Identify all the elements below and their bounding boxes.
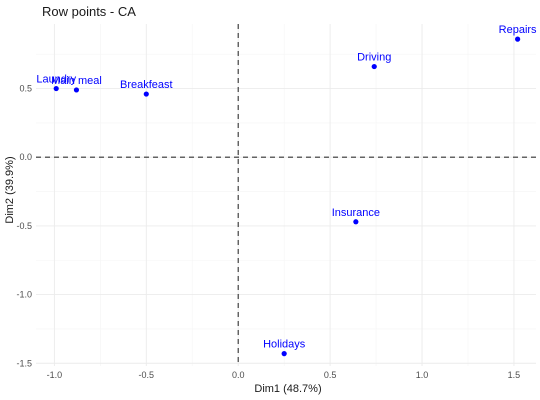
point-marker-insurance: [353, 219, 359, 225]
point-main-meal: Main meal: [51, 75, 102, 93]
point-marker-breakfeast: [143, 91, 149, 97]
x-tick-label: 1.5: [508, 370, 521, 380]
point-holidays: Holidays: [263, 339, 306, 357]
y-tick-label: 0.0: [19, 152, 32, 162]
point-laundry: Laundry: [36, 74, 77, 92]
point-insurance: Insurance: [332, 207, 380, 225]
x-tick-label: -1.0: [47, 370, 63, 380]
point-label-insurance: Insurance: [332, 207, 380, 219]
x-tick-label: 0.5: [324, 370, 337, 380]
y-tick-label: -1.5: [16, 358, 32, 368]
y-tick-label: -0.5: [16, 221, 32, 231]
point-marker-laundry: [53, 85, 59, 92]
point-label-driving: Driving: [357, 52, 391, 64]
y-tick-label: 0.5: [19, 84, 32, 94]
x-axis-title: Dim1 (48.7%): [254, 383, 321, 395]
y-axis-title: Dim2 (39.9%): [4, 156, 16, 223]
y-tick-label: -1.0: [16, 290, 32, 300]
point-label-repairs: Repairs: [499, 24, 537, 36]
grid: [36, 24, 536, 366]
point-marker-repairs: [515, 36, 521, 42]
point-label-breakfeast: Breakfeast: [120, 79, 173, 91]
point-marker-main-meal: [73, 87, 80, 93]
x-tick-label: -0.5: [139, 370, 155, 380]
x-axis-ticks: -1.0 -0.5 0.0 0.5 1.0 1.5: [47, 370, 521, 380]
point-driving: Driving: [357, 52, 391, 70]
point-repairs: Repairs: [499, 24, 537, 42]
reference-lines: [36, 24, 536, 366]
x-tick-label: 0.0: [232, 370, 245, 380]
point-marker-holidays: [281, 351, 287, 357]
x-tick-label: 1.0: [416, 370, 429, 380]
point-label-holidays: Holidays: [263, 339, 306, 351]
point-label-laundry: Laundry: [36, 74, 76, 86]
y-axis-ticks: -1.5 -1.0 -0.5 0.0 0.5: [16, 84, 32, 369]
chart-title: Row points - CA: [42, 4, 136, 19]
point-label-main-meal: Main meal: [51, 75, 102, 87]
point-breakfeast: Breakfeast: [120, 79, 173, 97]
point-marker-driving: [371, 63, 377, 70]
